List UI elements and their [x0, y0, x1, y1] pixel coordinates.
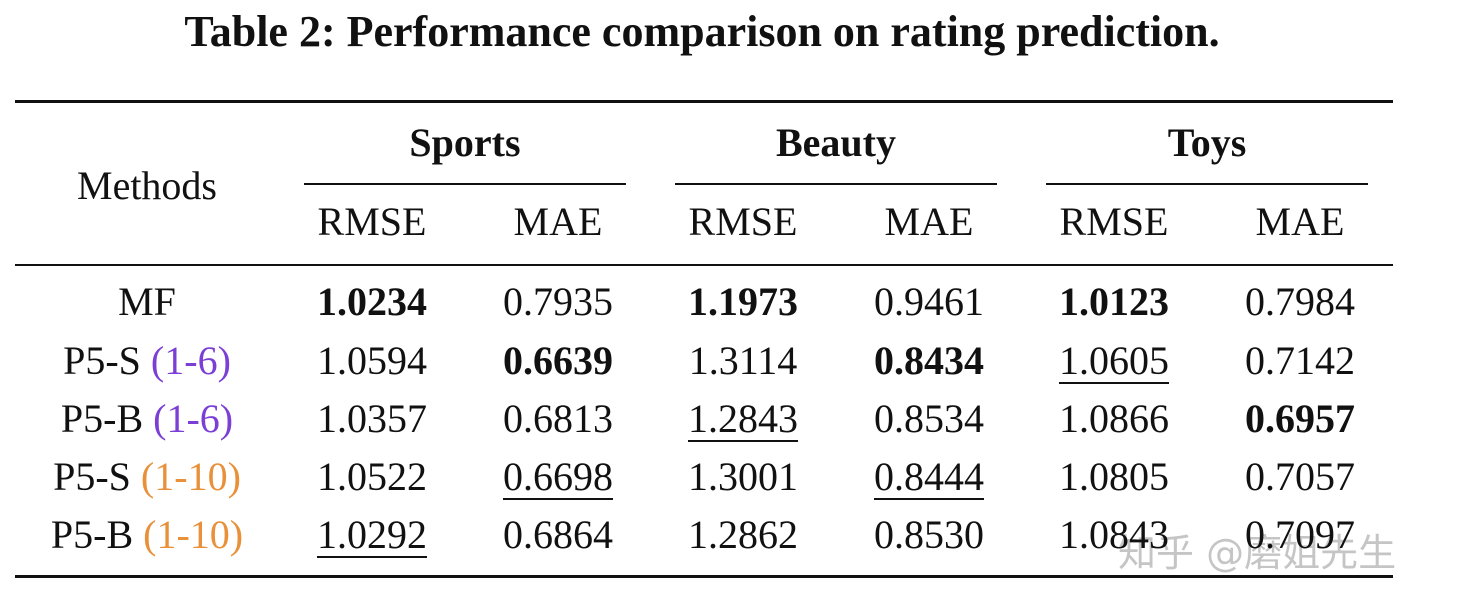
value-cell: 0.8534 — [874, 396, 984, 441]
mid-rule — [15, 264, 1393, 266]
top-rule — [15, 100, 1393, 103]
value-cell: 1.0522 — [317, 454, 427, 499]
value-cell: 0.6698 — [503, 454, 613, 499]
value-cell: 1.0292 — [317, 512, 427, 557]
value-cell: 0.9461 — [874, 279, 984, 324]
method-name: P5-S — [53, 454, 131, 499]
value-cell: 1.0805 — [1059, 454, 1169, 499]
method-prompt: (1-10) — [140, 454, 241, 499]
value-cell: 0.7935 — [503, 279, 613, 324]
value-cell: 1.0866 — [1059, 396, 1169, 441]
table-title: Table 2: Performance comparison on ratin… — [184, 7, 1220, 56]
value-cell: 1.0843 — [1059, 512, 1169, 557]
value-cell: 0.8434 — [874, 338, 984, 383]
method-cell: P5-B (1-10) — [51, 515, 243, 555]
value-cell: 1.0357 — [317, 396, 427, 441]
value-cell: 1.0605 — [1059, 338, 1169, 383]
value-cell: 0.6957 — [1245, 396, 1355, 441]
method-prompt: (1-10) — [143, 512, 244, 557]
bottom-rule — [15, 575, 1393, 578]
method-cell: P5-B (1-6) — [61, 399, 233, 439]
method-name: P5-B — [60, 396, 144, 441]
group-rule — [304, 183, 626, 185]
value-cell: 1.3114 — [688, 338, 798, 383]
value-cell: 0.6864 — [503, 512, 613, 557]
metric-header: MAE — [513, 199, 603, 244]
value-cell: 1.3001 — [688, 454, 798, 499]
value-cell: 0.6639 — [503, 338, 613, 383]
value-cell: 1.0234 — [317, 279, 427, 324]
metric-header: MAE — [884, 199, 974, 244]
method-name: P5-S — [63, 338, 141, 383]
group-header: Beauty — [776, 120, 896, 165]
metric-header: MAE — [1255, 199, 1345, 244]
metric-header: RMSE — [1059, 199, 1169, 244]
value-cell: 0.7097 — [1245, 512, 1355, 557]
group-rule — [675, 183, 997, 185]
watermark: 知乎 @磨姐先生 — [1118, 531, 1397, 575]
method-cell: P5-S (1-10) — [53, 457, 241, 497]
group-header: Toys — [1167, 120, 1247, 165]
method-name: MF — [118, 279, 176, 324]
value-cell: 1.2862 — [688, 512, 798, 557]
method-prompt: (1-6) — [150, 338, 231, 383]
value-cell: 0.8530 — [874, 512, 984, 557]
methods-header: Methods — [77, 163, 217, 208]
value-cell: 1.0123 — [1059, 279, 1169, 324]
group-rule — [1046, 183, 1368, 185]
method-prompt: (1-6) — [153, 396, 234, 441]
value-cell: 1.2843 — [688, 396, 798, 441]
value-cell: 0.7057 — [1245, 454, 1355, 499]
value-cell: 0.8444 — [874, 454, 984, 499]
group-header: Sports — [409, 120, 521, 165]
metric-header: RMSE — [317, 199, 427, 244]
value-cell: 0.6813 — [503, 396, 613, 441]
value-cell: 1.0594 — [317, 338, 427, 383]
value-cell: 0.7142 — [1245, 338, 1355, 383]
method-cell: MF — [118, 282, 176, 322]
value-cell: 0.7984 — [1245, 279, 1355, 324]
metric-header: RMSE — [688, 199, 798, 244]
method-name: P5-B — [50, 512, 134, 557]
value-cell: 1.1973 — [688, 279, 798, 324]
method-cell: P5-S (1-6) — [63, 341, 231, 381]
